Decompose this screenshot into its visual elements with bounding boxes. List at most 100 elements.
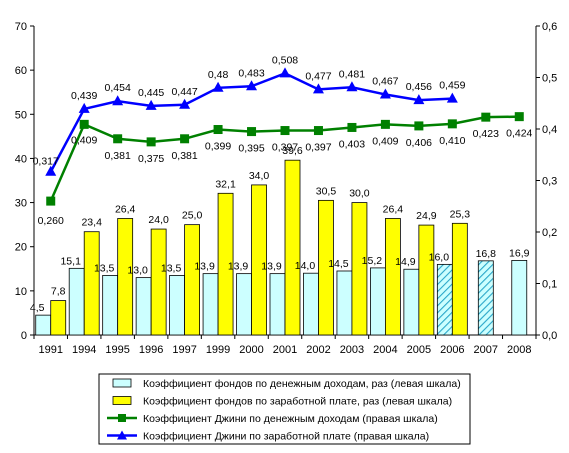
bar-wage-label: 34,0	[249, 170, 270, 182]
bar-wage-ratio	[284, 159, 301, 336]
legend-label: Коэффициент фондов по денежным доходам, …	[143, 378, 461, 390]
gini-income-label: 0,403	[339, 138, 365, 150]
bar-income-ratio	[135, 277, 152, 336]
gini-income-marker	[180, 134, 190, 144]
gini-wage-label: 0,456	[406, 81, 432, 93]
bar-wage-label: 30,0	[349, 188, 370, 200]
x-tick-label: 2002	[306, 344, 330, 356]
x-tick-label: 1991	[38, 344, 62, 356]
x-tick-label: 2000	[239, 344, 263, 356]
bar-wage-label: 7,8	[51, 286, 66, 298]
x-tick-label: 2005	[407, 344, 431, 356]
gini-income-label: 0,423	[473, 128, 499, 140]
bar-wage-label: 32,1	[215, 178, 236, 190]
gini-income-marker	[247, 127, 257, 137]
gini-income-marker	[447, 119, 457, 129]
gini-income-label: 0,424	[506, 128, 532, 140]
left-tick-label: 60	[15, 65, 27, 77]
gini-wage-marker	[145, 99, 157, 110]
bar-income-ratio	[236, 273, 252, 336]
bar-wage-label: 25,3	[450, 208, 471, 220]
legend-box	[98, 373, 471, 445]
gini-wage-label: 0,483	[238, 67, 264, 79]
gini-wage-marker	[78, 102, 90, 113]
gini-wage-marker	[112, 95, 124, 106]
left-tick-label: 40	[15, 153, 27, 165]
gini-income-label: 0,409	[372, 135, 398, 147]
gini-income-label: 0,410	[439, 135, 465, 147]
bar-wage-label: 26,4	[383, 203, 404, 215]
gini-income-marker	[113, 134, 123, 144]
x-tick-label: 2007	[474, 344, 498, 356]
gini-income-label: 0,395	[238, 143, 264, 155]
gini-income-marker	[280, 126, 290, 136]
bar-wage-ratio	[251, 184, 267, 336]
gini-wage-marker	[379, 88, 391, 99]
legend-swatch-bar	[112, 396, 132, 405]
gini-wage-marker	[312, 83, 324, 94]
right-tick-label: 0,6	[542, 21, 557, 33]
bar-income-ratio	[511, 259, 528, 336]
gini-income-label: 0,397	[305, 142, 331, 154]
bar-wage-label: 24,9	[416, 210, 437, 222]
gini-wage-label: 0,445	[138, 87, 164, 99]
gini-income-label: 0,406	[406, 137, 432, 149]
bar-income-ratio	[35, 314, 52, 336]
bar-income-label: 16,0	[429, 251, 450, 263]
gini-wage-label: 0,48	[208, 69, 229, 81]
right-tick-label: 0,5	[542, 73, 557, 85]
bar-wage-label: 24,0	[148, 214, 169, 226]
left-tick-label: 30	[15, 198, 27, 210]
gini-income-label: 0,381	[105, 150, 131, 162]
left-tick-label: 70	[15, 21, 27, 33]
gini-income-marker	[414, 121, 424, 131]
x-tick-label: 2008	[507, 344, 531, 356]
gini-income-label: 0,381	[171, 150, 197, 162]
gini-wage-label: 0,454	[105, 82, 131, 94]
right-tick-label: 0,2	[542, 227, 557, 239]
bar-income-ratio	[369, 267, 386, 336]
legend-label: Коэффициент Джини по заработной плате (п…	[143, 431, 429, 443]
gini-wage-label: 0,459	[439, 80, 465, 92]
bar-wage-label: 39,6	[282, 145, 303, 157]
gini-wage-label: 0,508	[272, 54, 298, 66]
gini-income-label: 0,399	[205, 141, 231, 153]
gini-income-marker	[347, 122, 357, 132]
gini-income-marker	[313, 126, 323, 136]
bar-income-ratio	[68, 267, 85, 336]
bar-income-label: 13,0	[127, 265, 148, 277]
gini-income-marker	[481, 112, 491, 122]
bar-wage-label: 26,4	[115, 203, 136, 215]
x-tick-label: 1997	[172, 344, 196, 356]
bar-income-ratio	[436, 263, 453, 336]
gini-income-label: 0,260	[38, 215, 64, 227]
legend-swatch-bar	[112, 378, 132, 388]
left-tick-label: 20	[15, 242, 27, 254]
bar-wage-ratio	[50, 300, 67, 336]
gini-wage-marker	[246, 80, 258, 91]
bar-income-label: 16,8	[476, 248, 497, 260]
axes: 0 10 20 30 40 50 60 70 0,0 0,1 0,2 0,3 0,4 0,5 0,6 1991…	[15, 21, 558, 356]
gini-income-label: 0,409	[71, 134, 97, 146]
bar-income-ratio	[403, 268, 420, 336]
right-tick-label: 0,4	[542, 124, 557, 136]
gini-wage-marker	[212, 81, 224, 92]
gini-income-marker	[146, 137, 156, 147]
bar-income-ratio	[303, 272, 319, 336]
bar-wage-ratio	[184, 224, 201, 336]
legend-marker	[117, 430, 127, 440]
legend-label: Коэффициент фондов по заработной плате, …	[143, 396, 452, 408]
right-tick-label: 0,3	[542, 176, 557, 188]
x-tick-label: 2004	[373, 344, 397, 356]
bar-wage-label: 23,4	[81, 217, 102, 229]
gini-income-marker	[213, 125, 223, 135]
bar-wage-ratio	[451, 222, 468, 336]
gini-wage-marker	[45, 165, 57, 176]
gini-income-marker	[514, 112, 524, 122]
gini-income-marker	[46, 196, 56, 206]
gini-wage-label: 0,477	[305, 70, 331, 82]
bar-income-label: 14,5	[328, 258, 349, 270]
x-tick-label: 2006	[440, 344, 464, 356]
gini-wage-marker	[179, 98, 191, 109]
